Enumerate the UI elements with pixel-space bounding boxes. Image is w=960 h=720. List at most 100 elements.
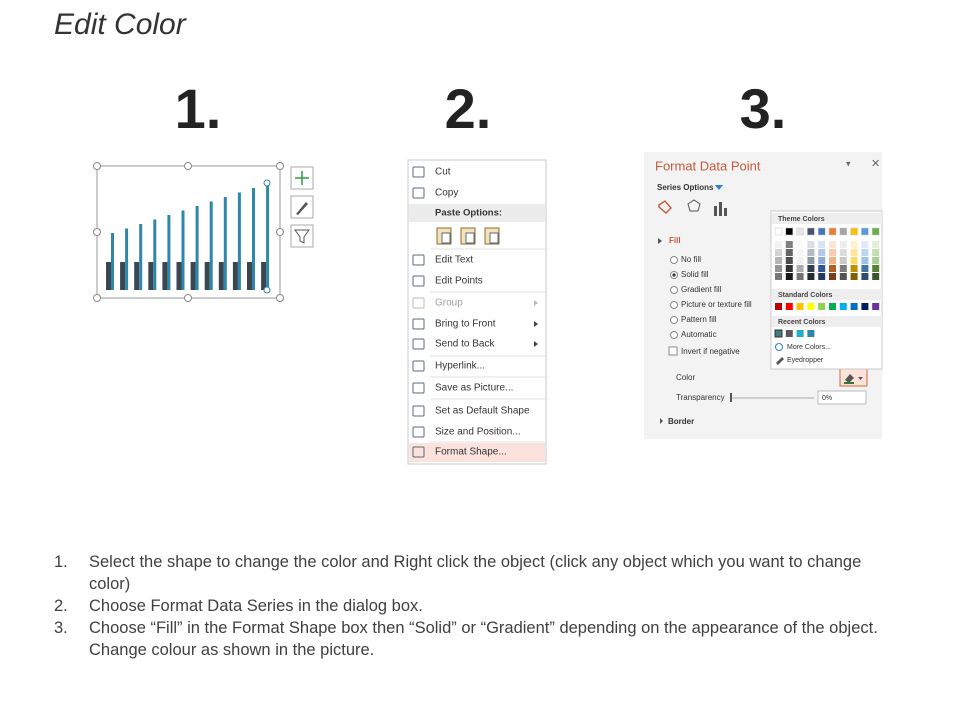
theme-swatch[interactable] xyxy=(871,227,880,236)
transparency-input[interactable] xyxy=(817,390,867,405)
theme-swatch[interactable] xyxy=(818,241,826,248)
theme-swatch[interactable] xyxy=(817,227,826,236)
pane-close[interactable]: ✕ xyxy=(871,158,880,170)
radio[interactable] xyxy=(670,286,678,294)
resize-handle[interactable] xyxy=(184,294,192,302)
standard-swatch[interactable] xyxy=(861,303,869,310)
theme-swatch[interactable] xyxy=(796,227,804,236)
theme-swatch[interactable] xyxy=(872,249,880,256)
pane-options[interactable]: ▾ xyxy=(846,158,851,168)
section-title[interactable]: Fill xyxy=(669,236,681,245)
theme-swatch[interactable] xyxy=(785,257,793,264)
theme-swatch[interactable] xyxy=(861,241,869,248)
theme-swatch[interactable] xyxy=(775,273,782,280)
theme-swatch[interactable] xyxy=(818,273,826,280)
theme-swatch[interactable] xyxy=(839,273,847,280)
menu-item[interactable]: Format Shape... xyxy=(435,447,507,458)
recent-swatch[interactable] xyxy=(774,329,783,338)
standard-swatch[interactable] xyxy=(839,303,847,310)
theme-swatch[interactable] xyxy=(818,257,826,264)
theme-swatch[interactable] xyxy=(850,227,858,236)
menu-item[interactable]: Cut xyxy=(435,167,451,178)
resize-handle[interactable] xyxy=(93,294,101,302)
theme-swatch[interactable] xyxy=(861,227,869,236)
theme-swatch[interactable] xyxy=(850,249,858,256)
standard-swatch[interactable] xyxy=(807,303,815,310)
menu-item[interactable]: Edit Points xyxy=(435,276,483,287)
theme-swatch[interactable] xyxy=(796,249,804,256)
standard-swatch[interactable] xyxy=(796,303,804,310)
theme-swatch[interactable] xyxy=(828,227,837,236)
border-section[interactable]: Border xyxy=(668,417,694,426)
fill-option[interactable]: Picture or texture fill xyxy=(681,300,752,309)
theme-swatch[interactable] xyxy=(796,241,804,248)
theme-swatch[interactable] xyxy=(807,227,815,236)
theme-swatch[interactable] xyxy=(850,257,858,264)
theme-swatch[interactable] xyxy=(872,257,880,264)
resize-handle[interactable] xyxy=(276,228,284,236)
menu-item[interactable]: Copy xyxy=(435,188,458,199)
standard-swatch[interactable] xyxy=(818,303,826,310)
theme-swatch[interactable] xyxy=(829,241,836,248)
standard-swatch[interactable] xyxy=(785,303,793,310)
theme-swatch[interactable] xyxy=(850,241,858,248)
fill-option[interactable]: No fill xyxy=(681,255,701,264)
theme-swatch[interactable] xyxy=(861,265,869,272)
theme-swatch[interactable] xyxy=(807,273,815,280)
theme-swatch[interactable] xyxy=(785,249,793,256)
fill-icon[interactable] xyxy=(658,200,672,214)
theme-swatch[interactable] xyxy=(775,257,782,264)
resize-handle[interactable] xyxy=(93,228,101,236)
standard-swatch[interactable] xyxy=(872,303,880,310)
theme-swatch[interactable] xyxy=(796,257,804,264)
theme-swatch[interactable] xyxy=(785,273,793,280)
theme-swatch[interactable] xyxy=(796,265,804,272)
theme-swatch[interactable] xyxy=(850,273,858,280)
menu-item[interactable]: Hyperlink... xyxy=(435,361,485,372)
theme-swatch[interactable] xyxy=(861,249,869,256)
theme-swatch[interactable] xyxy=(872,241,880,248)
checkbox[interactable] xyxy=(668,346,678,356)
standard-swatch[interactable] xyxy=(775,303,782,310)
menu-item[interactable]: Edit Text xyxy=(435,255,473,266)
invert-label[interactable]: Invert if negative xyxy=(681,347,740,356)
theme-swatch[interactable] xyxy=(785,265,793,272)
point-handle[interactable] xyxy=(263,286,271,294)
theme-swatch[interactable] xyxy=(829,265,836,272)
series-icon[interactable] xyxy=(714,202,727,216)
theme-swatch[interactable] xyxy=(796,273,804,280)
radio[interactable] xyxy=(670,256,678,264)
menu-item[interactable]: Size and Position... xyxy=(435,427,521,438)
effects-icon[interactable] xyxy=(687,199,701,212)
theme-swatch[interactable] xyxy=(829,273,836,280)
menu-item[interactable]: Bring to Front xyxy=(435,319,496,330)
theme-swatch[interactable] xyxy=(829,249,836,256)
resize-handle[interactable] xyxy=(276,162,284,170)
theme-swatch[interactable] xyxy=(775,241,782,248)
fill-option[interactable]: Gradient fill xyxy=(681,285,722,294)
pane-tab[interactable]: Series Options xyxy=(657,183,714,192)
theme-swatch[interactable] xyxy=(807,257,815,264)
standard-swatch[interactable] xyxy=(850,303,858,310)
theme-swatch[interactable] xyxy=(861,273,869,280)
theme-swatch[interactable] xyxy=(785,227,794,236)
theme-swatch[interactable] xyxy=(839,241,847,248)
resize-handle[interactable] xyxy=(93,162,101,170)
theme-swatch[interactable] xyxy=(839,227,848,236)
radio[interactable] xyxy=(670,316,678,324)
theme-swatch[interactable] xyxy=(872,265,880,272)
fill-option[interactable]: Automatic xyxy=(681,330,717,339)
resize-handle[interactable] xyxy=(276,294,284,302)
theme-swatch[interactable] xyxy=(807,265,815,272)
point-handle[interactable] xyxy=(263,179,271,187)
transparency-value[interactable]: 0% xyxy=(822,395,832,402)
standard-swatch[interactable] xyxy=(829,303,836,310)
theme-swatch[interactable] xyxy=(818,265,826,272)
theme-swatch[interactable] xyxy=(861,257,869,264)
theme-swatch[interactable] xyxy=(785,241,793,248)
theme-swatch[interactable] xyxy=(775,249,782,256)
theme-swatch[interactable] xyxy=(775,265,782,272)
more-colors[interactable]: More Colors... xyxy=(787,344,831,351)
radio[interactable] xyxy=(670,301,678,309)
radio[interactable] xyxy=(670,331,678,339)
